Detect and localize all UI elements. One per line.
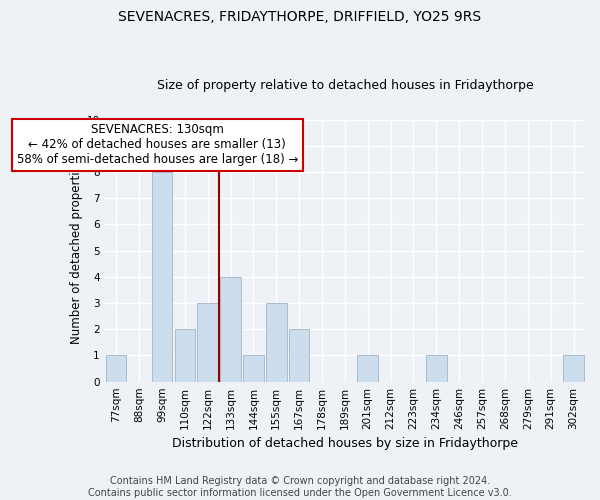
Bar: [358, 356, 378, 382]
Title: Size of property relative to detached houses in Fridaythorpe: Size of property relative to detached ho…: [157, 79, 533, 92]
Bar: [197, 303, 218, 382]
Y-axis label: Number of detached properties: Number of detached properties: [70, 158, 83, 344]
Bar: [243, 356, 263, 382]
Bar: [175, 330, 195, 382]
Bar: [106, 356, 127, 382]
Bar: [289, 330, 310, 382]
Text: Contains HM Land Registry data © Crown copyright and database right 2024.
Contai: Contains HM Land Registry data © Crown c…: [88, 476, 512, 498]
Text: SEVENACRES: 130sqm
← 42% of detached houses are smaller (13)
58% of semi-detache: SEVENACRES: 130sqm ← 42% of detached hou…: [17, 124, 298, 166]
Bar: [220, 277, 241, 382]
Bar: [563, 356, 584, 382]
X-axis label: Distribution of detached houses by size in Fridaythorpe: Distribution of detached houses by size …: [172, 437, 518, 450]
Bar: [266, 303, 287, 382]
Bar: [152, 172, 172, 382]
Bar: [426, 356, 446, 382]
Text: SEVENACRES, FRIDAYTHORPE, DRIFFIELD, YO25 9RS: SEVENACRES, FRIDAYTHORPE, DRIFFIELD, YO2…: [118, 10, 482, 24]
